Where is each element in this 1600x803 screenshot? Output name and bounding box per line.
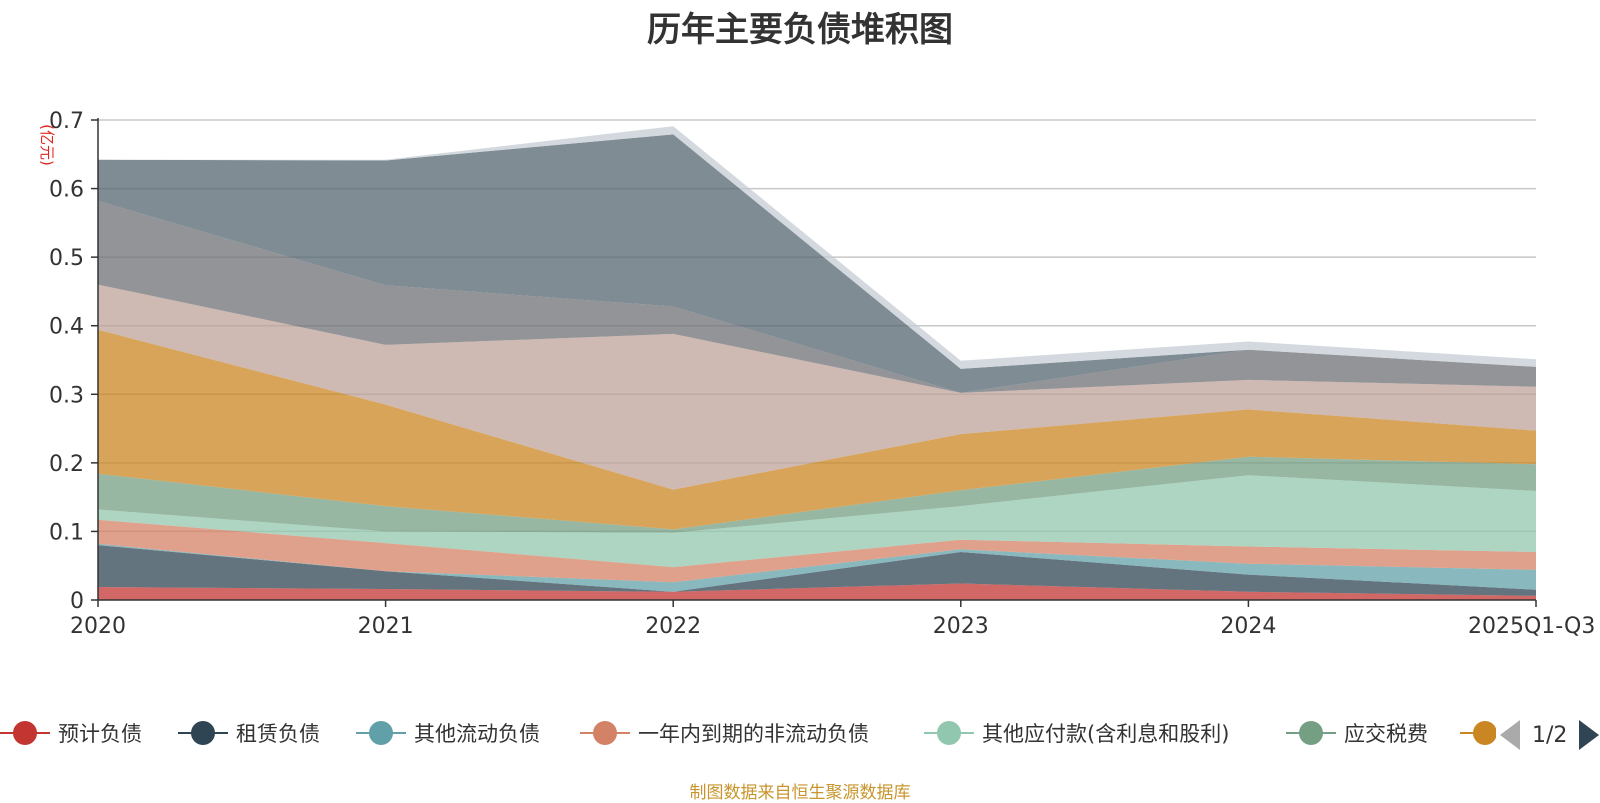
area-0[interactable] bbox=[98, 583, 1536, 601]
y-tick-label: 0.1 bbox=[49, 520, 84, 545]
area-9[interactable] bbox=[98, 134, 1536, 393]
x-tick-label: 2020 bbox=[70, 614, 126, 639]
legend: 预计负债 租赁负债 其他流动负债 一年内到期的非流动负债 其他应付款(含利息和股利) 应交… bbox=[0, 716, 1600, 756]
legend-label: 应交税费 bbox=[1344, 722, 1428, 746]
y-tick-label: 0 bbox=[70, 589, 84, 614]
legend-label: 租赁负债 bbox=[236, 722, 320, 746]
area-6[interactable] bbox=[98, 329, 1536, 530]
legend-marker-icon bbox=[1286, 716, 1336, 750]
x-tick-label: 2021 bbox=[358, 614, 414, 639]
legend-marker-icon bbox=[580, 716, 630, 750]
legend-label: 其他应付款(含利息和股利) bbox=[982, 722, 1230, 746]
legend-label: 一年内到期的非流动负债 bbox=[638, 722, 869, 746]
y-tick-label: 0.3 bbox=[49, 383, 84, 408]
legend-item[interactable]: 其他流动负债 bbox=[356, 716, 540, 750]
legend-marker-icon bbox=[0, 716, 50, 750]
legend-label: 其他流动负债 bbox=[414, 722, 540, 746]
x-tick-label: 2022 bbox=[645, 614, 701, 639]
legend-item[interactable] bbox=[1460, 716, 1496, 750]
legend-marker-icon bbox=[1460, 716, 1496, 750]
area-7[interactable] bbox=[98, 284, 1536, 490]
axes: 0 0.1 0.2 0.3 0.4 0.5 0.6 0.7 2020 2021 2022 2023 20… bbox=[38, 109, 1595, 639]
legend-label: 预计负债 bbox=[58, 722, 142, 746]
x-tick-label: 2023 bbox=[933, 614, 989, 639]
legend-item[interactable]: 预计负债 bbox=[0, 716, 142, 750]
legend-next-icon[interactable] bbox=[1579, 720, 1600, 750]
area-8[interactable] bbox=[98, 200, 1536, 393]
legend-page-indicator: 1/2 bbox=[1532, 722, 1568, 748]
y-tick-label: 0.5 bbox=[49, 246, 84, 271]
legend-marker-icon bbox=[356, 716, 406, 750]
area-10[interactable] bbox=[98, 126, 1536, 369]
legend-item[interactable]: 租赁负债 bbox=[178, 716, 320, 750]
y-tick-label: 0.2 bbox=[49, 452, 84, 477]
unit-label: (亿元) bbox=[38, 124, 56, 166]
source-note: 制图数据来自恒生聚源数据库 bbox=[689, 783, 911, 803]
legend-item[interactable]: 其他应付款(含利息和股利) bbox=[924, 716, 1229, 750]
y-tick-label: 0.4 bbox=[49, 315, 84, 340]
x-tick-label: 2025Q1-Q3 bbox=[1468, 614, 1595, 639]
legend-marker-icon bbox=[178, 716, 228, 750]
area-2[interactable] bbox=[98, 543, 1536, 592]
x-tick-label: 2024 bbox=[1220, 614, 1276, 639]
legend-pager: 1/2 bbox=[1500, 718, 1600, 752]
legend-marker-icon bbox=[924, 716, 974, 750]
area-3[interactable] bbox=[98, 519, 1536, 583]
area-1[interactable] bbox=[98, 545, 1536, 596]
area-4[interactable] bbox=[98, 475, 1536, 568]
chart-title: 历年主要负债堆积图 bbox=[647, 10, 953, 50]
legend-item[interactable]: 一年内到期的非流动负债 bbox=[580, 716, 869, 750]
legend-item[interactable]: 应交税费 bbox=[1286, 716, 1428, 750]
area-5[interactable] bbox=[98, 456, 1536, 533]
legend-prev-icon[interactable] bbox=[1500, 720, 1520, 750]
area-series bbox=[98, 126, 1536, 600]
y-tick-label: 0.6 bbox=[49, 178, 84, 203]
y-tick-label: 0.7 bbox=[49, 109, 84, 134]
